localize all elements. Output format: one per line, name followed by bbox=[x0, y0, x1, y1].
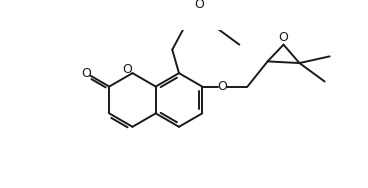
Text: O: O bbox=[279, 31, 289, 44]
Text: O: O bbox=[217, 80, 227, 93]
Text: O: O bbox=[194, 0, 204, 11]
Text: O: O bbox=[123, 63, 132, 76]
Text: O: O bbox=[81, 67, 91, 80]
